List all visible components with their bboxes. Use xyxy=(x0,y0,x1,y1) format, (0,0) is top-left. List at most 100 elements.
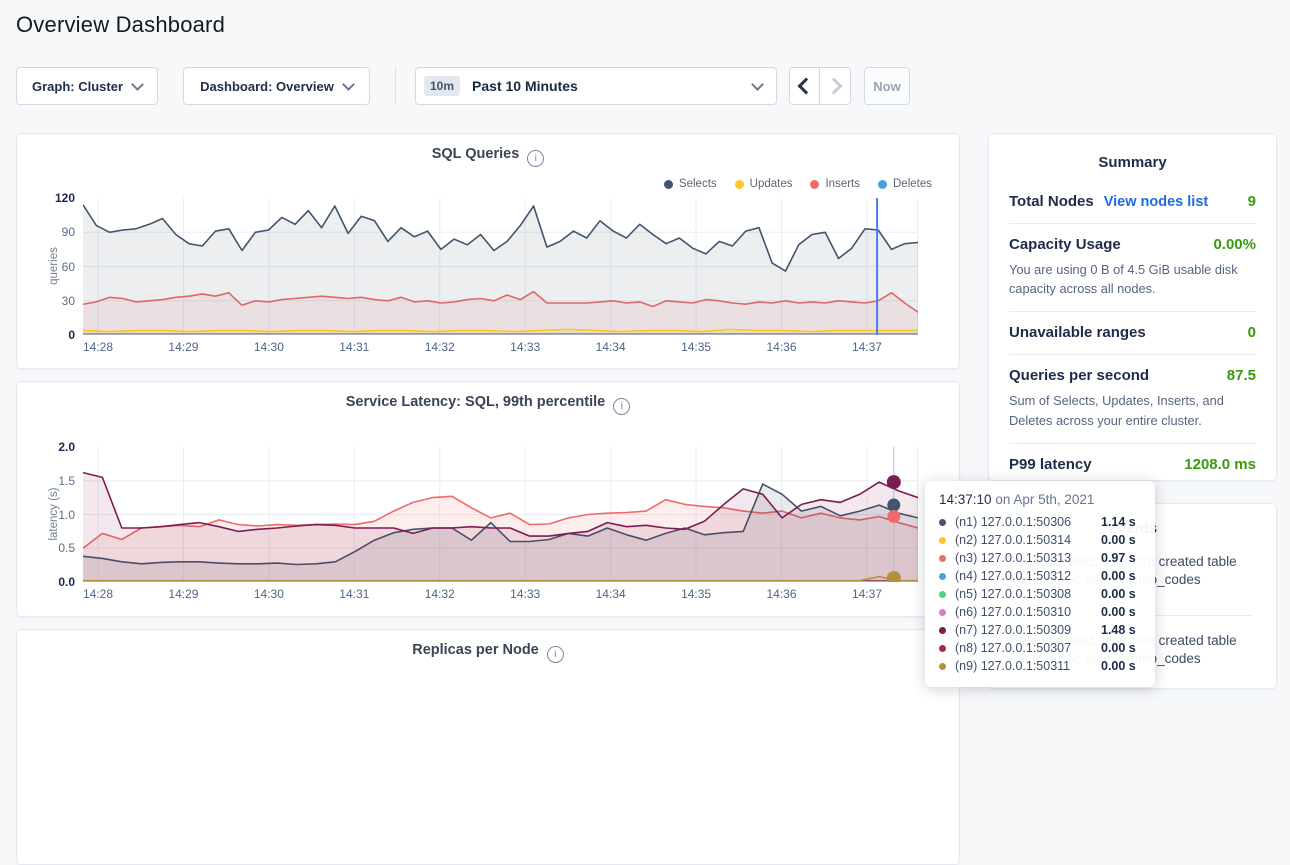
x-tick-label: 14:31 xyxy=(339,340,370,354)
tooltip-node-value: 0.00 s xyxy=(1101,659,1136,673)
x-tick-label: 14:32 xyxy=(424,587,455,601)
legend-item-selects[interactable]: Selects xyxy=(663,178,717,190)
tooltip-node-value: 1.14 s xyxy=(1101,515,1136,529)
summary-item: Queries per second 87.5 Sum of Selects, Up… xyxy=(1009,355,1256,444)
summary-subtext: Sum of Selects, Updates, Inserts, and De… xyxy=(1009,393,1224,428)
x-tick-label: 14:34 xyxy=(595,587,626,601)
x-tick-label: 14:29 xyxy=(168,340,199,354)
time-next-button[interactable] xyxy=(820,67,851,105)
chart-title: SQL Queries i xyxy=(17,146,959,167)
graph-scope-dropdown[interactable]: Graph: Cluster xyxy=(16,67,158,105)
node-color-dot xyxy=(939,554,946,562)
chevron-down-icon xyxy=(751,77,764,91)
tooltip-node-address: (n6) 127.0.0.1:50310 xyxy=(955,605,1072,619)
tooltip-node-address: (n4) 127.0.0.1:50312 xyxy=(955,569,1072,583)
y-tick-label: 120 xyxy=(54,191,75,205)
x-tick-label: 14:36 xyxy=(766,587,797,601)
y-tick-label: 1.5 xyxy=(58,473,75,488)
service-latency-card: Service Latency: SQL, 99th percentile i l… xyxy=(16,381,960,617)
x-tick-label: 14:28 xyxy=(82,587,114,601)
chevron-down-icon xyxy=(341,77,355,91)
view-nodes-list-link[interactable]: View nodes list xyxy=(1103,194,1209,210)
tooltip-node-address: (n9) 127.0.0.1:50311 xyxy=(955,659,1071,673)
service-latency-plot[interactable] xyxy=(83,447,918,582)
x-tick-label: 14:31 xyxy=(339,587,370,601)
summary-value: 87.5 xyxy=(1226,367,1256,385)
tooltip-row: (n3) 127.0.0.1:50313 0.97 s xyxy=(939,549,1141,567)
info-icon[interactable]: i xyxy=(613,398,631,415)
legend-item-updates[interactable]: Updates xyxy=(734,178,792,190)
x-tick-label: 14:35 xyxy=(681,340,712,354)
summary-value: 1208.0 ms xyxy=(1184,455,1256,473)
x-tick-label: 14:34 xyxy=(595,340,626,354)
summary-label: Unavailable ranges xyxy=(1009,324,1146,342)
x-tick-label: 14:28 xyxy=(82,340,114,354)
time-range-badge: 10m xyxy=(424,76,461,96)
legend-label: Inserts xyxy=(825,178,860,190)
summary-item: P99 latency 1208.0 ms xyxy=(1009,444,1256,480)
replicas-per-node-card: Replicas per Node i xyxy=(16,629,960,865)
summary-panel: Summary Total Nodes View nodes list 9 Capac… xyxy=(988,133,1277,481)
tooltip-node-address: (n3) 127.0.0.1:50313 xyxy=(955,551,1072,565)
summary-item: Unavailable ranges 0 xyxy=(1009,312,1256,356)
y-tick-label: 1.0 xyxy=(58,507,75,522)
chart-title: Service Latency: SQL, 99th percentile i xyxy=(17,394,959,415)
dashboard-controls: Graph: Cluster Dashboard: Overview 10m P… xyxy=(0,67,1290,105)
time-pager xyxy=(789,67,851,105)
tooltip-row: (n1) 127.0.0.1:50306 1.14 s xyxy=(939,513,1141,531)
tooltip-row: (n9) 127.0.0.1:50311 0.00 s xyxy=(939,657,1141,675)
tooltip-row: (n2) 127.0.0.1:50314 0.00 s xyxy=(939,531,1141,549)
info-icon[interactable]: i xyxy=(527,150,545,167)
node-color-dot xyxy=(939,518,946,526)
summary-value: 0.00% xyxy=(1213,236,1256,253)
time-range-label: Past 10 Minutes xyxy=(472,78,578,94)
tooltip-time: 14:37:10 xyxy=(939,492,992,507)
info-icon[interactable]: i xyxy=(546,646,564,663)
node-color-dot xyxy=(939,608,946,616)
summary-item: Capacity Usage 0.00% You are using 0 B of … xyxy=(1009,224,1256,313)
legend-dot xyxy=(878,179,887,189)
summary-label: P99 latency xyxy=(1009,455,1092,473)
chart-title-text: Service Latency: SQL, 99th percentile xyxy=(345,394,606,410)
tooltip-row: (n6) 127.0.0.1:50310 0.00 s xyxy=(939,603,1141,621)
overview-dashboard-page: Overview Dashboard Graph: Cluster Dashbo… xyxy=(0,12,1290,865)
tooltip-row: (n4) 127.0.0.1:50312 0.00 s xyxy=(939,567,1141,585)
summary-item: Total Nodes View nodes list 9 xyxy=(1009,181,1256,224)
y-tick-label: 30 xyxy=(61,293,75,308)
page-title: Overview Dashboard xyxy=(16,12,226,37)
now-button[interactable]: Now xyxy=(864,67,910,105)
tooltip-node-address: (n1) 127.0.0.1:50306 xyxy=(955,515,1072,529)
y-tick-label: 0.0 xyxy=(58,575,75,589)
time-prev-button[interactable] xyxy=(789,67,820,105)
node-color-dot xyxy=(939,536,946,544)
tooltip-node-value: 0.00 s xyxy=(1101,533,1136,547)
x-tick-label: 14:33 xyxy=(510,587,541,601)
chevron-down-icon xyxy=(131,77,144,91)
y-tick-label: 2.0 xyxy=(58,440,75,454)
tooltip-timestamp: 14:37:10 on Apr 5th, 2021 xyxy=(939,492,1141,507)
sql-queries-plot[interactable] xyxy=(83,198,918,335)
tooltip-node-value: 0.00 s xyxy=(1101,587,1136,601)
legend-item-deletes[interactable]: Deletes xyxy=(878,178,932,190)
x-tick-label: 14:36 xyxy=(766,340,797,354)
legend-item-inserts[interactable]: Inserts xyxy=(810,178,860,190)
summary-value: 0 xyxy=(1247,324,1256,342)
chart-hover-tooltip: 14:37:10 on Apr 5th, 2021 (n1) 127.0.0.1… xyxy=(925,481,1155,687)
legend-dot xyxy=(734,179,744,189)
tooltip-node-value: 0.97 s xyxy=(1101,551,1136,565)
time-range-dropdown[interactable]: 10m Past 10 Minutes xyxy=(415,67,777,105)
tooltip-node-address: (n7) 127.0.0.1:50309 xyxy=(955,623,1072,637)
dashboard-select-dropdown[interactable]: Dashboard: Overview xyxy=(183,67,370,105)
x-tick-label: 14:37 xyxy=(851,587,882,601)
x-tick-label: 14:30 xyxy=(253,340,284,354)
chevron-right-icon xyxy=(825,77,842,95)
legend-dot xyxy=(663,179,673,189)
summary-title: Summary xyxy=(1098,154,1167,171)
tooltip-node-value: 1.48 s xyxy=(1101,623,1136,637)
legend-label: Deletes xyxy=(893,178,932,190)
x-tick-label: 14:35 xyxy=(681,587,712,601)
legend-dot xyxy=(810,179,820,189)
sql-queries-card: SQL Queries i Selects Updates Inserts Delete… xyxy=(16,133,960,369)
node-color-dot xyxy=(939,590,946,598)
summary-label: Queries per second xyxy=(1009,367,1150,385)
